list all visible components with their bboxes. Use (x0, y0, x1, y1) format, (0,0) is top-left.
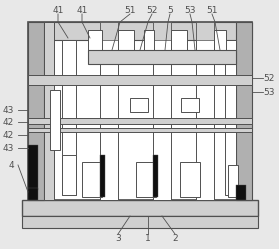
Bar (50, 90, 60, 150)
Text: 4: 4 (8, 161, 14, 170)
Bar (180, 162, 200, 197)
Bar (225, 40, 236, 195)
Bar (44, 22, 54, 200)
Text: 42: 42 (3, 118, 14, 126)
Bar (153, 155, 158, 197)
Bar (144, 30, 154, 50)
Text: 41: 41 (52, 5, 64, 14)
Text: 42: 42 (3, 130, 14, 139)
Text: 51: 51 (124, 5, 136, 14)
Text: 43: 43 (3, 143, 14, 152)
Text: 53: 53 (263, 87, 275, 97)
Bar (214, 30, 226, 50)
Bar (236, 185, 246, 200)
Bar (28, 22, 252, 40)
Text: 53: 53 (184, 5, 196, 14)
Bar (22, 200, 258, 216)
Text: 41: 41 (76, 5, 88, 14)
Bar (28, 145, 38, 190)
Bar (153, 22, 171, 200)
Bar (82, 162, 102, 197)
Bar (181, 98, 199, 112)
Text: 52: 52 (146, 5, 158, 14)
Bar (28, 128, 252, 132)
Bar (196, 22, 214, 40)
Bar (196, 22, 214, 200)
Text: 52: 52 (263, 73, 274, 82)
Bar (171, 30, 187, 50)
Text: 51: 51 (206, 5, 218, 14)
Bar (28, 22, 44, 200)
Bar (88, 30, 102, 50)
Text: 2: 2 (172, 234, 178, 243)
Bar (100, 22, 118, 200)
Bar (22, 216, 258, 228)
Bar (136, 162, 156, 197)
Text: 1: 1 (145, 234, 151, 243)
Bar (28, 22, 252, 200)
Text: 43: 43 (3, 106, 14, 115)
Bar (88, 50, 236, 64)
Bar (28, 75, 252, 85)
Bar (153, 22, 171, 40)
Bar (28, 188, 38, 200)
Text: 5: 5 (167, 5, 173, 14)
Bar (118, 30, 134, 50)
Text: 3: 3 (115, 234, 121, 243)
Bar (62, 155, 76, 195)
Bar (228, 165, 238, 197)
Bar (236, 22, 252, 200)
Bar (28, 118, 252, 124)
Bar (100, 22, 118, 40)
Bar (100, 155, 105, 197)
Bar (130, 98, 148, 112)
Bar (62, 40, 76, 195)
